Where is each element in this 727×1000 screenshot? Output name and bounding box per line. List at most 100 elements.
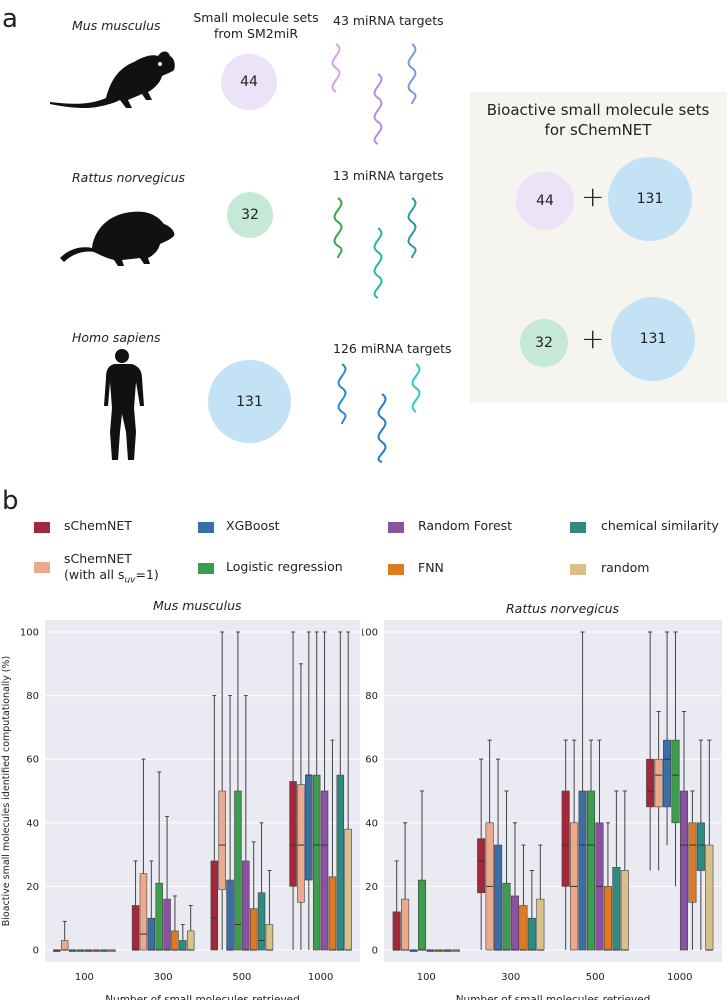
box-random-1000 xyxy=(705,739,714,951)
box-schemnet-suv-100 xyxy=(60,920,69,951)
box-random-forest-500 xyxy=(595,739,604,951)
plus-sign: + xyxy=(581,322,605,355)
human-set-count: 131 xyxy=(236,393,263,410)
sets-header-line2: from SM2miR xyxy=(213,26,299,41)
bioactive-title-line2: for sChemNET xyxy=(544,121,652,139)
box-xgboost-300 xyxy=(147,860,156,951)
y-tick-label: 60 xyxy=(365,755,378,766)
box-random-100 xyxy=(451,949,460,952)
legend-label-random-forest: Random Forest xyxy=(418,518,513,533)
box-random-forest-1000 xyxy=(679,711,688,951)
mouse-set-circle: 44 xyxy=(221,54,277,110)
chart-title-mus: Mus musculus xyxy=(153,598,242,613)
targets-human: 126 miRNA targets xyxy=(333,341,452,356)
bioactive-human-circle-2: 131 xyxy=(611,297,695,381)
legend-swatch-chemical-similarity xyxy=(570,522,586,533)
box-chemical-similarity-500 xyxy=(612,790,621,951)
human-set-circle: 131 xyxy=(208,360,291,443)
legend-swatch-schemnet xyxy=(34,522,50,533)
x-tick-label: 1000 xyxy=(308,972,333,983)
sets-header: Small molecule sets from SM2miR xyxy=(191,10,321,42)
box-random-100 xyxy=(108,949,116,952)
box-schemnet-suv-500 xyxy=(570,739,579,951)
bioactive-rat-circle: 32 xyxy=(520,319,568,367)
box-chemical-similarity-1000 xyxy=(336,631,345,951)
box-fnn-500 xyxy=(603,822,612,951)
legend-schemnet-suv-line2: (with all suv=1) xyxy=(64,567,159,589)
rat-mirna-icon xyxy=(333,197,417,299)
box-random-forest-500 xyxy=(242,695,250,951)
y-tick-label: 60 xyxy=(26,755,39,766)
legend-swatch-schemnet-suv xyxy=(34,562,50,573)
box-schemnet-suv-300 xyxy=(139,758,148,951)
legend-label-logistic: Logistic regression xyxy=(226,559,343,574)
x-tick-label: 100 xyxy=(75,972,94,983)
box-schemnet-1000 xyxy=(289,631,297,950)
x-tick-label: 100 xyxy=(417,972,436,983)
box-schemnet-500 xyxy=(210,695,219,951)
box-xgboost-500 xyxy=(578,631,587,951)
boxplot-mus-musculus: 0 20 40 60 80 100 100 300 500 1000 Number of small… xyxy=(1,620,360,1000)
x-axis-label: Number of small molecules retrieved xyxy=(456,994,651,1000)
box-random-300 xyxy=(536,844,545,951)
legend-swatch-random-forest xyxy=(388,522,404,533)
y-tick-label: 20 xyxy=(365,882,378,893)
box-schemnet-500 xyxy=(561,739,570,950)
species-name-mouse: Mus musculus xyxy=(72,18,161,33)
y-tick-label: 80 xyxy=(26,691,39,702)
box-random-forest-300 xyxy=(510,822,519,951)
box-chemical-similarity-100 xyxy=(100,949,108,952)
box-schemnet-300 xyxy=(131,860,140,951)
box-chemical-similarity-100 xyxy=(443,949,452,952)
panel-a-label: a xyxy=(2,4,18,34)
box-fnn-100 xyxy=(92,949,100,952)
box-fnn-300 xyxy=(171,895,179,951)
bioactive-title-line1: Bioactive small molecule sets xyxy=(486,101,710,119)
legend-label-schemnet: sChemNET xyxy=(64,518,132,533)
legend-label-fnn: FNN xyxy=(418,560,444,575)
y-tick-label: 100 xyxy=(20,628,39,639)
box-random-forest-100 xyxy=(84,949,93,952)
bioactive-human-count-1: 131 xyxy=(636,191,664,207)
x-tick-label: 500 xyxy=(232,972,251,983)
rat-set-count: 32 xyxy=(241,207,259,223)
box-logistic-100 xyxy=(417,790,427,951)
x-tick-label: 500 xyxy=(586,972,605,983)
sets-header-line1: Small molecule sets xyxy=(193,10,319,25)
box-chemical-similarity-500 xyxy=(257,822,266,951)
box-logistic-300 xyxy=(502,790,511,951)
mouse-silhouette-icon xyxy=(50,51,175,108)
box-random-1000 xyxy=(344,631,352,951)
box-random-300 xyxy=(186,904,195,951)
x-axis-label: Number of small molecules retrieved xyxy=(105,994,300,1000)
box-fnn-1000 xyxy=(328,739,337,951)
legend-label-schemnet-suv: sChemNET (with all suv=1) xyxy=(64,551,159,589)
plus-sign: + xyxy=(581,180,605,213)
box-random-forest-1000 xyxy=(320,631,329,951)
box-fnn-500 xyxy=(249,841,258,951)
box-schemnet-suv-500 xyxy=(218,631,226,950)
mouse-mirna-icon xyxy=(331,43,417,145)
box-xgboost-500 xyxy=(226,695,234,951)
box-random-forest-300 xyxy=(163,815,171,951)
legend-swatch-random xyxy=(570,564,586,575)
panel-b-label: b xyxy=(2,486,19,516)
legend-label-random: random xyxy=(601,560,650,575)
legend-schemnet-suv-line1: sChemNET xyxy=(64,551,132,566)
box-schemnet-suv-1000 xyxy=(654,711,663,871)
mouse-set-count: 44 xyxy=(240,74,258,90)
rat-set-circle: 32 xyxy=(227,192,273,238)
species-name-human: Homo sapiens xyxy=(72,330,161,345)
bioactive-mouse-count: 44 xyxy=(536,193,554,209)
box-logistic-100 xyxy=(76,949,85,952)
box-schemnet-100 xyxy=(53,949,61,952)
box-random-500 xyxy=(620,790,629,951)
y-tick-label: 0 xyxy=(372,946,378,957)
box-logistic-500 xyxy=(234,631,242,951)
bioactive-human-circle-1: 131 xyxy=(608,157,692,241)
legend-suv-subscript: uv xyxy=(124,575,136,586)
boxplot-rattus-norvegicus: 0 20 40 60 80 100 100 300 500 1000 Number of small… xyxy=(362,620,722,1000)
box-chemical-similarity-300 xyxy=(179,924,187,951)
box-schemnet-suv-100 xyxy=(401,822,410,951)
legend-label-xgboost: XGBoost xyxy=(226,518,280,533)
